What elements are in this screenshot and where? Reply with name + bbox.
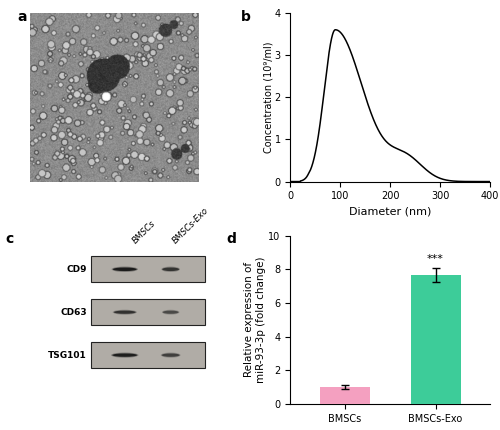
Text: a: a xyxy=(17,9,26,24)
Ellipse shape xyxy=(112,267,138,272)
Text: b: b xyxy=(240,9,250,24)
Ellipse shape xyxy=(162,353,180,357)
Text: ***: *** xyxy=(427,254,444,264)
Ellipse shape xyxy=(111,353,138,358)
Text: TSG101: TSG101 xyxy=(48,350,87,359)
Ellipse shape xyxy=(161,353,180,358)
Ellipse shape xyxy=(114,310,136,314)
Ellipse shape xyxy=(162,310,180,315)
Ellipse shape xyxy=(112,353,137,357)
Ellipse shape xyxy=(113,267,136,271)
Ellipse shape xyxy=(162,267,179,271)
Text: CD63: CD63 xyxy=(60,308,87,317)
Text: BMSCs-Exo: BMSCs-Exo xyxy=(170,206,210,245)
Text: BMSCs: BMSCs xyxy=(131,218,158,245)
Text: c: c xyxy=(5,232,14,246)
Y-axis label: Relative expression of
miR-93-3p (fold change): Relative expression of miR-93-3p (fold c… xyxy=(244,257,266,383)
Ellipse shape xyxy=(162,267,180,272)
X-axis label: Diameter (nm): Diameter (nm) xyxy=(349,207,432,217)
Bar xyxy=(320,387,370,404)
Bar xyxy=(91,256,204,283)
Y-axis label: Concentration (10⁹/ml): Concentration (10⁹/ml) xyxy=(263,41,273,153)
Ellipse shape xyxy=(112,310,137,315)
Ellipse shape xyxy=(162,310,178,314)
Bar xyxy=(91,299,204,325)
Bar xyxy=(410,275,461,404)
Bar xyxy=(91,342,204,368)
Text: d: d xyxy=(226,232,236,246)
Text: CD9: CD9 xyxy=(66,265,87,274)
